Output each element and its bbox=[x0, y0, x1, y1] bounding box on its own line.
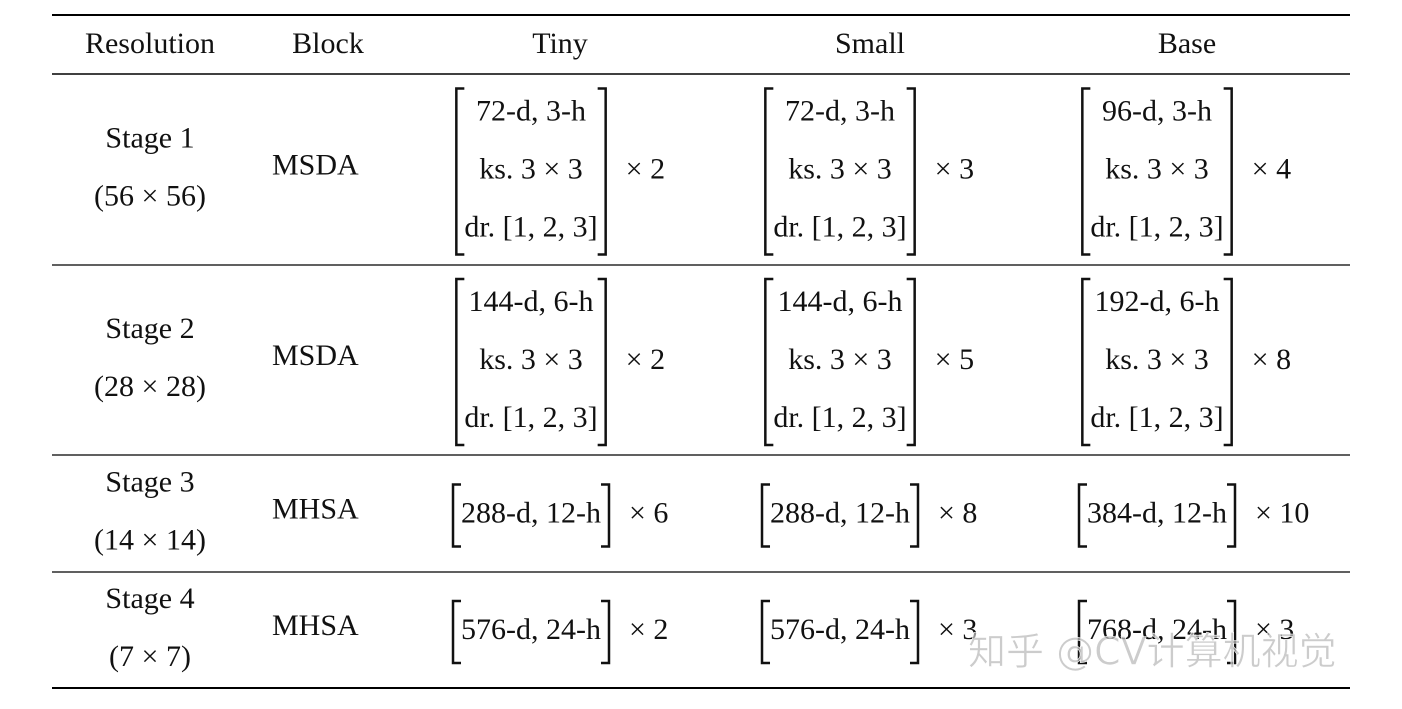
config-line: 288-d, 12-h bbox=[770, 496, 910, 529]
block-type: MSDA bbox=[272, 148, 359, 181]
repeat-count: × 2 bbox=[629, 613, 668, 646]
resolution: Stage 1 bbox=[105, 121, 194, 154]
config-line: 768-d, 24-h bbox=[1087, 613, 1227, 646]
config-line: 384-d, 12-h bbox=[1087, 496, 1227, 529]
bracket-right bbox=[1226, 599, 1237, 665]
column-header: Block bbox=[292, 27, 364, 60]
bracket-left bbox=[760, 483, 771, 548]
bracket-left bbox=[764, 87, 774, 256]
config-line: dr. [1, 2, 3] bbox=[1090, 210, 1223, 243]
bracket-left bbox=[1077, 599, 1088, 665]
column-header: Tiny bbox=[532, 27, 588, 60]
bracket-right bbox=[909, 483, 920, 548]
resolution: (7 × 7) bbox=[109, 640, 191, 673]
config-line: 144-d, 6-h bbox=[469, 285, 594, 318]
repeat-count: × 10 bbox=[1255, 496, 1309, 529]
config-line: 576-d, 24-h bbox=[461, 613, 601, 646]
config-line: ks. 3 × 3 bbox=[1105, 152, 1209, 185]
repeat-count: × 6 bbox=[629, 496, 668, 529]
config-line: ks. 3 × 3 bbox=[788, 343, 892, 376]
bracket-right bbox=[1223, 87, 1233, 256]
config-line: dr. [1, 2, 3] bbox=[773, 210, 906, 243]
bracket-right bbox=[600, 599, 611, 665]
repeat-count: × 2 bbox=[626, 343, 665, 376]
block-type: MHSA bbox=[272, 492, 359, 525]
config-line: 72-d, 3-h bbox=[476, 94, 586, 127]
bracket-left bbox=[760, 599, 771, 665]
repeat-count: × 5 bbox=[935, 343, 974, 376]
config-line: ks. 3 × 3 bbox=[479, 152, 583, 185]
config-line: ks. 3 × 3 bbox=[479, 343, 583, 376]
bracket-left bbox=[764, 277, 774, 447]
bracket-right bbox=[906, 87, 916, 256]
config-line: dr. [1, 2, 3] bbox=[464, 401, 597, 434]
config-line: 192-d, 6-h bbox=[1095, 285, 1220, 318]
bracket-left bbox=[451, 483, 462, 548]
repeat-count: × 2 bbox=[626, 152, 665, 185]
bracket-right bbox=[1226, 483, 1237, 548]
config-line: ks. 3 × 3 bbox=[1105, 343, 1209, 376]
config-line: 576-d, 24-h bbox=[770, 613, 910, 646]
block-type: MHSA bbox=[272, 609, 359, 642]
config-line: 72-d, 3-h bbox=[785, 94, 895, 127]
bracket-left bbox=[1081, 87, 1091, 256]
bracket-right bbox=[909, 599, 920, 665]
config-line: ks. 3 × 3 bbox=[788, 152, 892, 185]
resolution: (28 × 28) bbox=[94, 370, 206, 403]
repeat-count: × 4 bbox=[1252, 152, 1291, 185]
resolution: Stage 4 bbox=[105, 582, 194, 615]
bracket-right bbox=[597, 277, 607, 447]
column-header: Small bbox=[835, 27, 905, 60]
config-line: dr. [1, 2, 3] bbox=[773, 401, 906, 434]
watermark: 知乎 @CV计算机视觉 bbox=[968, 630, 1337, 674]
bracket-right bbox=[906, 277, 916, 447]
config-line: dr. [1, 2, 3] bbox=[1090, 401, 1223, 434]
column-header: Base bbox=[1158, 27, 1216, 60]
bracket-right bbox=[597, 87, 607, 256]
repeat-count: × 8 bbox=[1252, 343, 1291, 376]
bracket-left bbox=[1077, 483, 1088, 548]
bracket-left bbox=[1081, 277, 1091, 447]
bracket-left bbox=[451, 599, 462, 665]
resolution: Stage 2 bbox=[105, 312, 194, 345]
bracket-right bbox=[600, 483, 611, 548]
bracket-right bbox=[1223, 277, 1233, 447]
column-header: Resolution bbox=[85, 27, 215, 60]
resolution: Stage 3 bbox=[105, 465, 194, 498]
resolution: (56 × 56) bbox=[94, 179, 206, 212]
block-type: MSDA bbox=[272, 339, 359, 372]
resolution: (14 × 14) bbox=[94, 523, 206, 556]
config-line: 288-d, 12-h bbox=[461, 496, 601, 529]
bracket-left bbox=[455, 87, 465, 256]
repeat-count: × 3 bbox=[935, 152, 974, 185]
repeat-count: × 3 bbox=[1255, 613, 1294, 646]
repeat-count: × 8 bbox=[938, 496, 977, 529]
repeat-count: × 3 bbox=[938, 613, 977, 646]
config-line: dr. [1, 2, 3] bbox=[464, 210, 597, 243]
config-line: 96-d, 3-h bbox=[1102, 94, 1212, 127]
config-line: 144-d, 6-h bbox=[778, 285, 903, 318]
bracket-left bbox=[455, 277, 465, 447]
